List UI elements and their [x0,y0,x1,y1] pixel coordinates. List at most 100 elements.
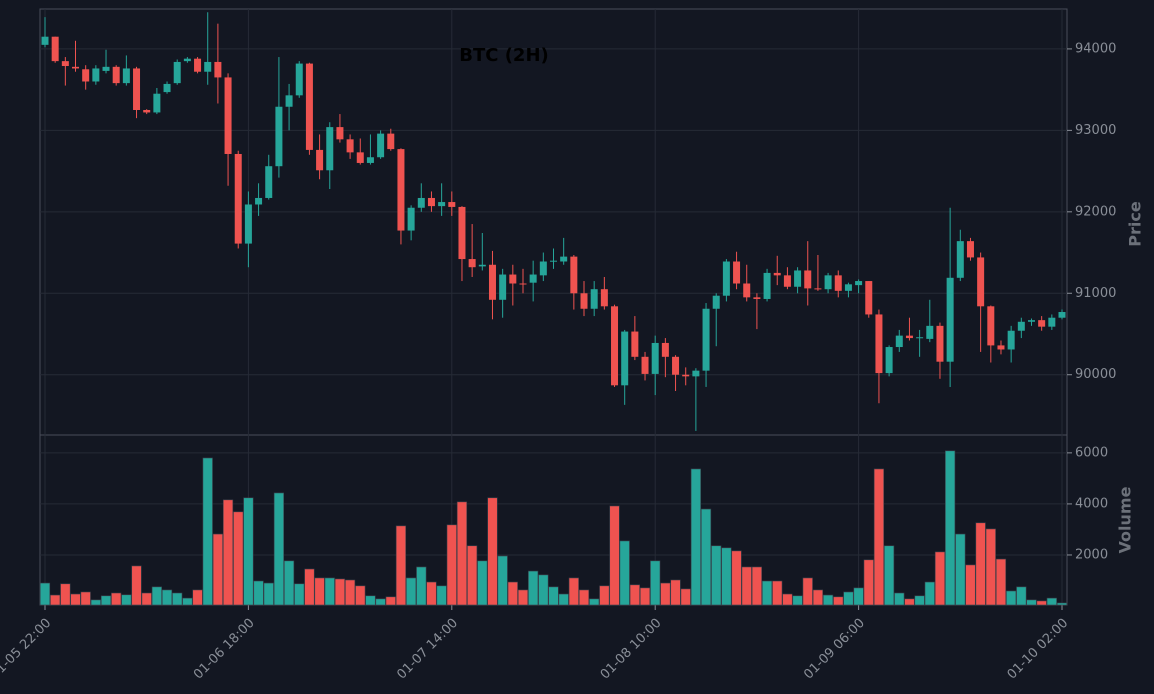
volume-bar [60,583,71,606]
volume-bar [1056,602,1068,606]
candle-body [692,370,700,377]
candle-body [946,277,954,362]
volume-bar [802,577,813,606]
volume-bar [792,595,803,606]
candle-body [722,261,730,296]
candle-body [183,58,191,62]
candle-body [987,306,995,346]
candle-body [560,256,568,262]
candle-body [550,260,557,262]
candle-body [204,61,212,72]
candle-body [539,261,547,276]
volume-bar [772,580,783,606]
volume-bar [100,595,112,606]
candle-body [438,202,446,207]
candle-body [672,356,680,375]
candle-body [194,58,202,72]
volume-bar [690,468,701,606]
volume-bar [314,577,325,606]
candle-body [875,314,883,374]
volume-bar [344,579,356,606]
candle-body [834,275,842,291]
y-tick-label: 6000 [1075,445,1108,460]
volume-bar [589,598,600,606]
volume-bar [833,596,844,606]
volume-bar [151,586,162,606]
candle-body [936,325,944,362]
candle-body [377,133,385,158]
candle-body [905,335,913,339]
volume-bar [161,589,173,606]
candle-body [143,110,151,113]
candle-body [641,356,649,374]
candle-body [763,272,771,299]
candle-body [285,95,293,107]
candle-body [702,308,710,371]
candle-body [356,152,364,163]
volume-bar [731,550,742,606]
volume-bar [711,545,722,606]
volume-bar [700,508,712,606]
volume-bar [90,599,101,606]
candle-body [326,127,334,171]
candle-body [855,281,863,286]
volume-bar [456,501,468,606]
candle-body [92,68,100,82]
candle-body [336,127,344,140]
candle-body [1027,320,1035,322]
candle-body [865,281,873,315]
volume-bar [497,555,508,606]
volume-bar [619,540,630,606]
candle-body [916,337,924,339]
volume-bar [934,551,946,606]
x-tick-label: 01-06 18:00 [191,616,258,683]
candle-body [61,61,69,67]
volume-bar [446,524,457,606]
volume-bar [111,592,122,606]
candle-body [275,106,283,167]
volume-bar [965,564,976,606]
candle-body [753,297,761,299]
volume-bar [528,570,539,606]
x-tick-label: 01-08 10:00 [598,616,665,683]
volume-bar [670,579,681,606]
volume-bar [914,595,925,606]
volume-bar [721,547,732,606]
candle-body [661,342,669,357]
volume-bar [517,589,529,606]
candle-body [956,241,964,278]
volume-bar [1016,586,1027,606]
candle-body [305,63,313,150]
volume-bar [355,585,366,606]
candle-body [814,288,822,290]
volume-bar [121,594,132,606]
candle-body [407,207,415,231]
volume-bar [436,585,447,606]
volume-bar [182,597,193,606]
volume-bar [273,492,285,606]
candle-body [427,197,435,207]
volume-bar [955,533,966,606]
candle-body [580,293,588,309]
y-tick-label: 94000 [1075,41,1116,56]
candle-body [82,69,90,82]
volume-bar [985,528,996,606]
candle-body [733,261,741,284]
price-axis-label: Price [1126,201,1145,247]
volume-bar [761,580,773,606]
candle-body [1017,321,1025,331]
candle-body [529,274,537,283]
volume-bar [853,587,864,606]
x-tick-label: 01-09 06:00 [801,616,868,683]
volume-bar [650,560,661,606]
volume-bar [1036,600,1047,606]
volume-bar [80,591,91,606]
candle-body [478,264,486,267]
volume-bar [599,585,610,606]
candle-body [397,149,405,231]
candle-body [173,61,181,84]
volume-bar [680,588,691,606]
y-tick-label: 93000 [1075,123,1116,138]
x-tick-label: 01-05 22:00 [0,616,54,683]
volume-bar [904,598,915,606]
